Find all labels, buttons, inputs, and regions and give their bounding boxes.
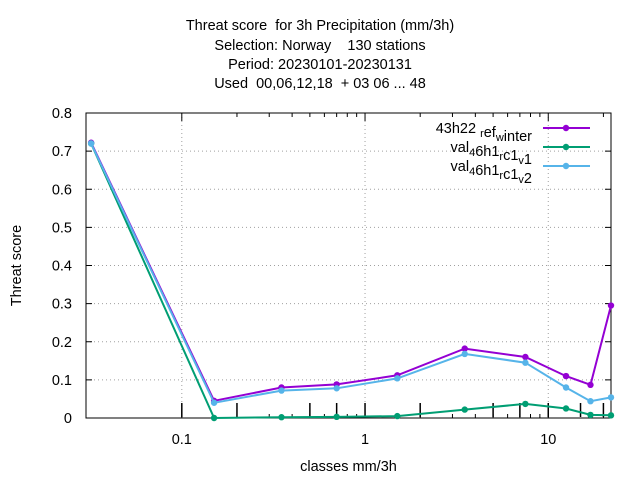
title-line-2: Selection: Norway 130 stations (214, 38, 426, 54)
data-point (562, 372, 570, 380)
series-line (90, 143, 612, 404)
y-tick-label: 0.8 (52, 106, 72, 122)
y-tick-label: 0.7 (52, 144, 72, 160)
y-tick-label: 0.5 (52, 220, 72, 236)
series-line (90, 143, 612, 420)
data-point (607, 412, 615, 419)
data-point (394, 375, 401, 382)
y-tick-label: 0 (64, 411, 72, 427)
data-point (522, 400, 529, 408)
grid (86, 113, 611, 418)
data-point (333, 413, 340, 421)
data-point (210, 414, 218, 422)
y-tick-label: 0.4 (52, 259, 72, 275)
series-line (90, 142, 612, 402)
legend-marker (562, 162, 570, 170)
axis-ticks: 0 0.1 0.2 0.3 0.4 0.5 0.6 0.7 0.8 0.1 1 10 (52, 106, 611, 448)
data-point (87, 140, 95, 147)
data-point (210, 399, 218, 406)
data-point (607, 394, 615, 401)
legend-label: 43h22 refwinter (436, 121, 532, 145)
data-point (587, 398, 594, 405)
data-point (394, 412, 401, 420)
legend-label: val46h1rc1v1 (451, 140, 532, 168)
data-point (333, 385, 340, 392)
series-2 (87, 140, 615, 422)
data-point (562, 405, 570, 412)
y-tick-label: 0.2 (52, 335, 72, 351)
x-tick-label: 0.1 (172, 432, 192, 448)
title-line-1: Threat score for 3h Precipitation (mm/3h… (185, 18, 455, 34)
y-axis-label: Threat score (9, 225, 25, 306)
data-point (461, 406, 468, 413)
data-point (587, 381, 594, 389)
y-tick-label: 0.6 (52, 182, 72, 198)
data-point (522, 359, 529, 366)
data-point (278, 414, 285, 421)
plot-frame (85, 112, 612, 419)
series-1 (87, 139, 615, 405)
x-tick-label: 10 (540, 432, 556, 448)
data-point (522, 353, 529, 361)
legend-marker (562, 124, 570, 132)
legend-marker (562, 143, 570, 151)
data-point (278, 387, 285, 394)
data-point (461, 350, 468, 358)
data-point (607, 302, 615, 309)
legend-label: val46h1rc1v2 (451, 159, 532, 187)
y-tick-label: 0.1 (52, 373, 72, 389)
series-3 (87, 140, 615, 406)
data-point (461, 345, 468, 352)
title-line-4: Used 00,06,12,18 + 03 06 ... 48 (214, 76, 426, 92)
x-axis-label: classes mm/3h (300, 459, 397, 475)
y-tick-label: 0.3 (52, 297, 72, 313)
data-point (562, 384, 570, 391)
title-line-3: Period: 20230101-20230131 (228, 57, 412, 73)
series (87, 139, 615, 422)
x-tick-label: 1 (361, 432, 369, 448)
data-point (587, 411, 594, 419)
